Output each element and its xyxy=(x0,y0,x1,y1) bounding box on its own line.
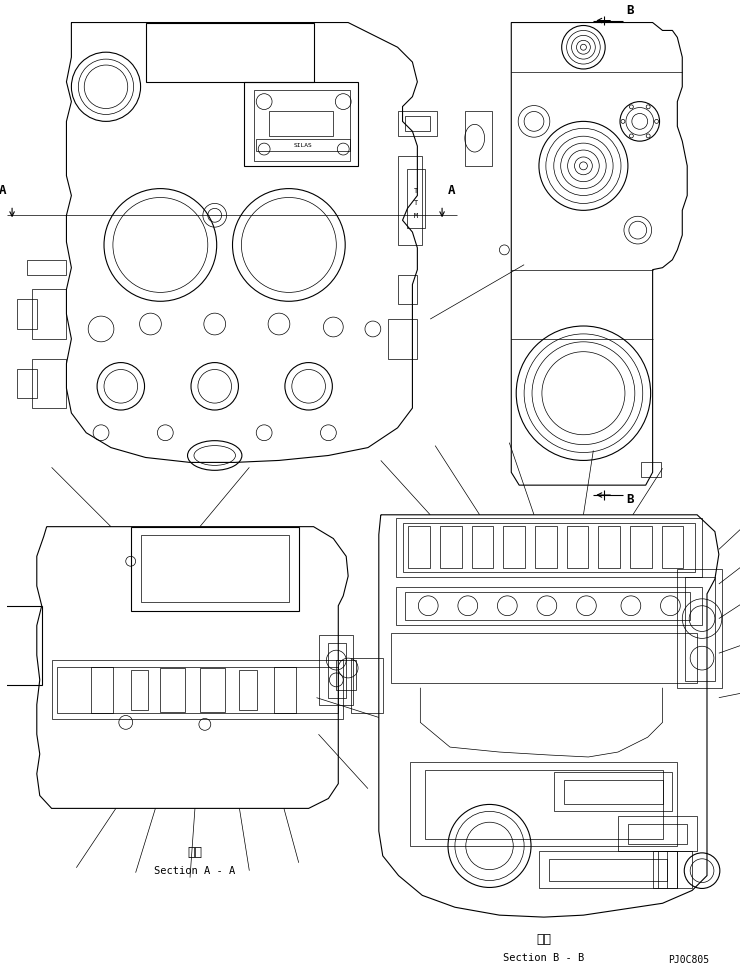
Bar xyxy=(336,660,356,689)
Text: Section A - A: Section A - A xyxy=(154,866,236,876)
Bar xyxy=(405,116,431,132)
Bar xyxy=(567,526,588,568)
Bar xyxy=(398,275,417,304)
Bar xyxy=(160,668,185,712)
Bar xyxy=(425,770,662,839)
Bar xyxy=(274,667,296,713)
Bar xyxy=(27,259,67,275)
Bar xyxy=(411,761,677,846)
Bar xyxy=(396,587,702,625)
Bar xyxy=(32,359,67,409)
Bar xyxy=(239,670,257,710)
Text: SILAS: SILAS xyxy=(293,142,312,147)
Bar xyxy=(319,636,353,705)
Bar xyxy=(662,526,683,568)
Text: Section B - B: Section B - B xyxy=(503,953,585,962)
Bar xyxy=(402,523,695,572)
Bar xyxy=(554,772,672,811)
Text: B: B xyxy=(626,493,634,506)
Bar xyxy=(405,592,690,619)
Bar xyxy=(598,526,620,568)
Bar xyxy=(141,534,289,602)
Text: A: A xyxy=(448,184,456,197)
Bar xyxy=(200,668,225,712)
Bar xyxy=(0,605,41,684)
Bar xyxy=(408,169,425,228)
Bar xyxy=(351,658,383,713)
Bar xyxy=(465,111,493,166)
Bar xyxy=(388,319,417,359)
Bar xyxy=(503,526,525,568)
Bar xyxy=(145,22,313,82)
Bar xyxy=(628,824,687,844)
Bar xyxy=(440,526,462,568)
Bar xyxy=(685,577,715,681)
Bar xyxy=(130,670,148,710)
Bar xyxy=(269,111,333,136)
Text: 断面: 断面 xyxy=(187,846,202,859)
Text: B: B xyxy=(626,4,634,18)
Bar xyxy=(52,660,343,720)
Bar xyxy=(472,526,494,568)
Bar xyxy=(56,667,339,713)
Bar xyxy=(539,851,677,888)
Bar xyxy=(396,518,702,577)
Bar xyxy=(408,526,431,568)
Bar xyxy=(256,139,350,151)
Text: PJ0C805: PJ0C805 xyxy=(668,955,709,964)
Bar xyxy=(535,526,556,568)
Bar xyxy=(328,644,346,698)
Bar xyxy=(549,859,668,880)
Text: M: M xyxy=(414,214,419,219)
Bar xyxy=(653,851,692,888)
Text: T: T xyxy=(414,187,419,194)
Text: 断面: 断面 xyxy=(536,933,551,947)
Bar xyxy=(618,816,697,851)
Bar xyxy=(630,526,651,568)
Bar xyxy=(398,111,437,136)
Bar xyxy=(32,290,67,339)
Bar xyxy=(130,526,299,610)
Bar xyxy=(254,90,350,161)
Bar xyxy=(17,369,37,398)
Bar xyxy=(641,462,660,477)
Text: T: T xyxy=(414,201,419,207)
Bar xyxy=(245,82,358,166)
Bar xyxy=(677,569,722,687)
Bar xyxy=(564,780,662,804)
Bar xyxy=(391,634,697,682)
Bar xyxy=(91,667,113,713)
Text: A: A xyxy=(0,184,6,197)
Bar xyxy=(17,299,37,329)
Bar xyxy=(398,156,422,245)
